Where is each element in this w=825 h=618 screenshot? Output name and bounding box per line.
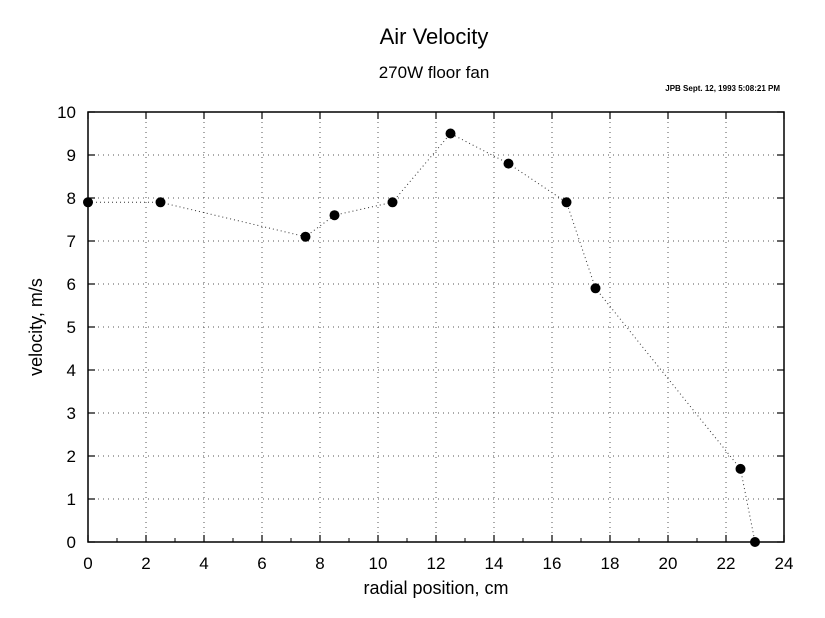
y-tick-label: 7 xyxy=(67,232,76,251)
axis-ticks xyxy=(87,111,785,543)
y-tick-label: 3 xyxy=(67,404,76,423)
y-tick-label: 4 xyxy=(67,361,76,380)
x-tick-label: 4 xyxy=(199,554,208,573)
timestamp-annotation: JPB Sept. 12, 1993 5:08:21 PM xyxy=(665,84,780,93)
data-point xyxy=(300,231,311,242)
data-point xyxy=(561,197,572,208)
series-line xyxy=(88,132,756,543)
grid-lines xyxy=(88,112,784,542)
data-point xyxy=(387,197,398,208)
data-point xyxy=(445,128,456,139)
data-point xyxy=(750,537,760,547)
data-points xyxy=(83,128,760,547)
x-tick-label: 12 xyxy=(427,554,446,573)
y-tick-label: 1 xyxy=(67,490,76,509)
x-tick-label: 8 xyxy=(315,554,324,573)
x-tick-label: 18 xyxy=(601,554,620,573)
x-tick-label: 10 xyxy=(369,554,388,573)
data-point xyxy=(329,210,340,221)
y-tick-label: 0 xyxy=(67,533,76,552)
y-tick-label: 6 xyxy=(67,275,76,294)
y-axis-label: velocity, m/s xyxy=(26,278,46,376)
data-point xyxy=(735,463,746,474)
x-tick-label: 24 xyxy=(775,554,794,573)
data-point xyxy=(83,197,93,208)
data-point xyxy=(590,283,601,294)
data-point xyxy=(503,158,514,169)
x-tick-label: 14 xyxy=(485,554,504,573)
y-tick-label: 2 xyxy=(67,447,76,466)
y-tick-label: 10 xyxy=(57,103,76,122)
x-axis-label: radial position, cm xyxy=(363,578,508,598)
x-tick-label: 6 xyxy=(257,554,266,573)
y-tick-label: 9 xyxy=(67,146,76,165)
x-tick-label: 0 xyxy=(83,554,92,573)
x-tick-label: 22 xyxy=(717,554,736,573)
y-tick-label: 5 xyxy=(67,318,76,337)
x-tick-label: 20 xyxy=(659,554,678,573)
y-tick-label: 8 xyxy=(67,189,76,208)
x-tick-label: 2 xyxy=(141,554,150,573)
chart-title: Air Velocity xyxy=(380,24,489,49)
x-tick-label: 16 xyxy=(543,554,562,573)
chart-subtitle: 270W floor fan xyxy=(379,63,490,82)
data-point xyxy=(155,197,166,208)
